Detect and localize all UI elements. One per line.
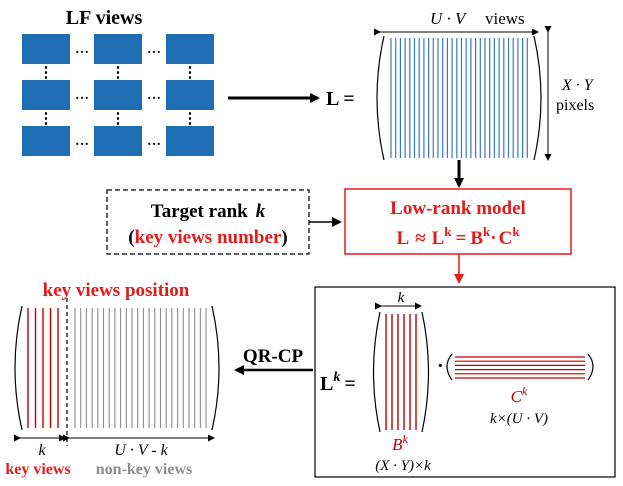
eq-L: L [396,228,409,249]
lf-view-tile [94,80,142,110]
lf-view-tile [22,34,70,64]
matrix-L-top-label: U · V views [430,9,525,28]
key-views-label: key views [5,461,70,478]
lf-view-tile [22,126,70,156]
lf-dots-horizontal: … [147,134,161,149]
eq-equals: = [455,228,466,249]
eq-C-sup: k [512,224,520,239]
lf-dots-horizontal: … [147,42,161,57]
result-left-bracket [14,305,23,431]
B-dims: (X · Y)×k [375,458,431,474]
eq-Lk: L [432,228,445,249]
lf-dots-horizontal: … [147,88,161,103]
low-rank-model-title: Low-rank model [390,198,526,219]
key-views-number-text: key views number [135,227,282,248]
lf-view-tile [166,34,214,64]
B-sup: k [403,432,409,446]
decomp-dot: · [437,355,444,377]
key-views-k-label: k [38,442,46,459]
eq-Lk-sup: k [444,224,452,239]
B-right-bracket [421,311,430,433]
lf-dots-vertical: ⋮ [111,111,126,127]
key-views-position-title: key views position [43,280,190,301]
C-letter: C [511,387,523,406]
matrix-L-right-bracket [533,35,542,161]
lf-view-tile [166,126,214,156]
target-rank-text: Target rank [151,201,248,222]
result-right-bracket [211,305,220,431]
lf-views-grid: … … … … … … ⋮ ⋮ ⋮ ⋮ ⋮ ⋮ [22,34,214,156]
B-letter: B [392,435,403,454]
non-key-views-count-label: U · V - k [114,442,168,459]
lf-dots-vertical: ⋮ [183,111,198,127]
decomp-lhs: Lk = [320,370,356,395]
C-dims: k×(U · V) [490,411,548,427]
matrix-L-uv-label: U · V [430,9,468,28]
B-matrix-columns [385,314,417,430]
decomp-k-label: k [398,290,405,306]
matrix-L-lhs: L = [326,88,355,110]
eq-B: B [470,228,483,249]
target-rank-line1: Target rank k [151,201,266,222]
lf-views-title: LF views [66,7,143,29]
lf-view-tile [22,80,70,110]
target-rank-var: k [256,201,266,222]
lf-dots-vertical: ⋮ [39,65,54,81]
eq-approx: ≈ [415,228,426,249]
low-rank-model-equation: L ≈ Lk = Bk· Ck [396,224,520,249]
decomp-L: L [320,373,333,395]
eq-dot: · [490,228,496,249]
lf-view-tile [94,126,142,156]
eq-B-sup: k [483,224,491,239]
non-key-views-label: non-key views [96,461,192,478]
qrcp-label: QR-CP [243,346,304,367]
C-right-bracket [587,353,594,381]
matrix-L-columns [390,38,528,158]
lf-view-tile [94,34,142,64]
matrix-L-left-bracket [376,35,385,161]
C-sup: k [522,384,528,398]
target-rank-line2: (key views number) [128,227,287,248]
lf-dots-vertical: ⋮ [111,65,126,81]
lf-dots-vertical: ⋮ [183,65,198,81]
low-rank-model-box [344,188,572,255]
matrix-L-xy-label: X · Y [561,77,595,94]
target-rank-open-paren: ( [128,227,134,248]
lf-dots-horizontal: … [75,134,89,149]
lf-dots-horizontal: … [75,88,89,103]
eq-C: C [499,228,513,249]
decomp-L-sup: k [333,370,340,385]
target-rank-close-paren: ) [281,227,287,248]
lf-view-tile [166,80,214,110]
matrix-L-views-word: views [485,9,525,28]
lf-dots-horizontal: … [75,42,89,57]
decomp-equals: = [344,373,355,395]
C-left-bracket [446,353,453,381]
lf-dots-vertical: ⋮ [39,111,54,127]
B-left-bracket [372,311,381,433]
C-label: Ck [511,384,528,406]
B-label: Bk [392,432,408,454]
result-columns [27,308,207,428]
decomposition-box [314,286,616,478]
matrix-L-pixels-word: pixels [556,97,594,114]
C-matrix-rows [455,356,585,379]
